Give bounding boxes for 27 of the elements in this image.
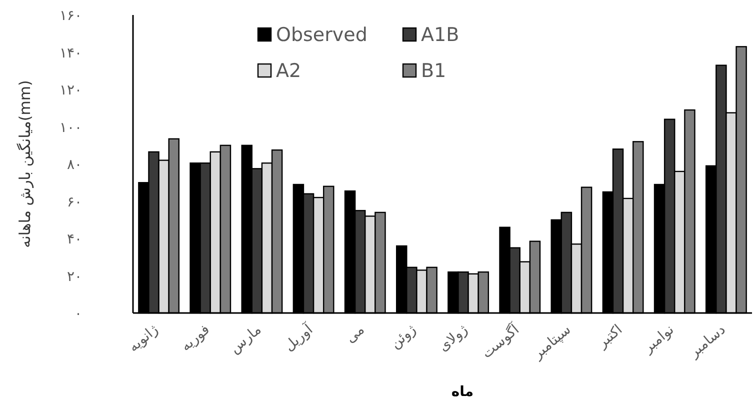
y-tick-label: ۸۰ xyxy=(66,157,82,173)
x-axis-title: ماه xyxy=(451,384,474,400)
x-tick-label: آوریل xyxy=(280,320,317,355)
x-tick-label: سپتامبر xyxy=(529,322,574,363)
y-tick-label: ۴۰ xyxy=(66,232,82,248)
legend-label: Observed xyxy=(276,24,368,46)
x-tick-label: آگوست xyxy=(478,320,524,362)
legend-label: B1 xyxy=(421,60,446,82)
y-tick-label: ۱۶۰ xyxy=(59,8,82,24)
y-axis-title: میانگین بارش ماهانه(mm) xyxy=(16,80,34,248)
x-tick-label: اکتبر xyxy=(594,322,626,352)
legend-label: A2 xyxy=(276,60,302,82)
y-tick-label: ۱۰۰ xyxy=(59,120,82,136)
x-tick-label: می xyxy=(342,322,368,346)
x-tick-label: ژولای xyxy=(436,322,472,355)
x-tick-label: مارس xyxy=(226,322,265,357)
y-tick-label: ۰ xyxy=(74,306,82,322)
y-tick-label: ۲۰ xyxy=(66,268,82,285)
legend-label: A1B xyxy=(421,24,460,46)
x-tick-label: ژوئن xyxy=(387,322,420,352)
y-tick-label: ۶۰ xyxy=(66,194,82,210)
y-tick-label: ۱۲۰ xyxy=(59,82,82,98)
x-tick-label: فوریه xyxy=(178,322,213,355)
x-tick-label: ژانویه xyxy=(126,322,162,356)
x-tick-label: نوامبر xyxy=(640,322,678,357)
x-tick-label: دسامبر xyxy=(686,322,729,362)
y-tick-label: ۱۴۰ xyxy=(59,45,82,62)
